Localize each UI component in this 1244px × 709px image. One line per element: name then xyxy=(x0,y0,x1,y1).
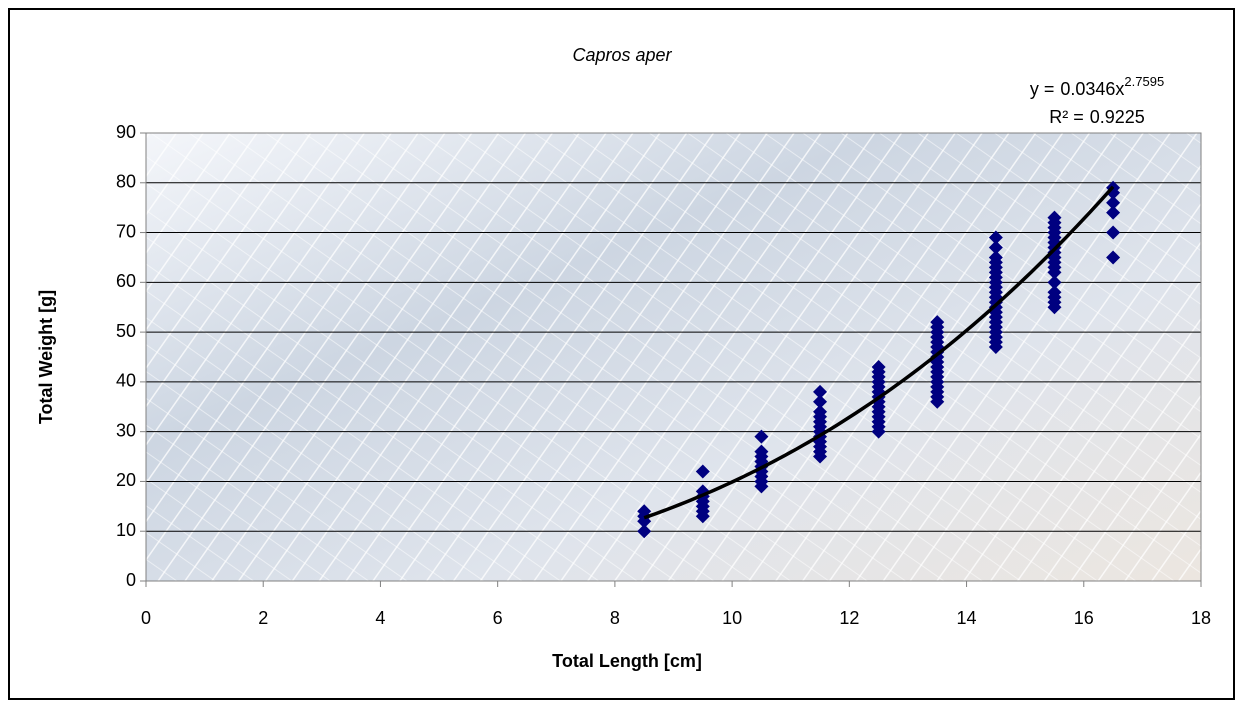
scatter-point xyxy=(1106,205,1121,220)
chart-title: Capros aper xyxy=(572,45,672,65)
scatter-point xyxy=(1106,250,1121,265)
equation-coefficient: 0.0346 xyxy=(1060,79,1115,99)
scatter-point xyxy=(1106,225,1121,240)
plot-background xyxy=(146,133,1201,581)
r2-value: 0.9225 xyxy=(1090,107,1145,127)
scatter-point xyxy=(813,394,828,409)
y-axis-label: Total Weight [g] xyxy=(36,290,56,424)
x-tick-label: 8 xyxy=(610,608,620,628)
x-axis-label: Total Length [cm] xyxy=(552,651,702,671)
scatter-point xyxy=(1047,285,1062,300)
r-squared: R² = 0.9225 xyxy=(1049,107,1145,127)
equation-exponent: 2.7595 xyxy=(1124,74,1164,89)
trendline-equation: y = 0.0346x2.7595 xyxy=(1030,74,1164,98)
scatter-point xyxy=(988,240,1003,255)
y-tick-label: 0 xyxy=(126,570,136,590)
plot-area-border xyxy=(145,132,1202,582)
scatter-point xyxy=(930,315,945,330)
scatter-point xyxy=(1047,275,1062,290)
y-tick-label: 60 xyxy=(116,271,136,291)
y-tick-label: 70 xyxy=(116,221,136,241)
y-tick-label: 90 xyxy=(116,122,136,142)
y-tick-label: 10 xyxy=(116,520,136,540)
x-tick-label: 0 xyxy=(141,608,151,628)
x-tick-label: 2 xyxy=(258,608,268,628)
y-tick-label: 40 xyxy=(116,371,136,391)
x-tick-label: 12 xyxy=(839,608,859,628)
scatter-point xyxy=(637,524,652,539)
scatter-point xyxy=(1047,210,1062,225)
x-tick-label: 14 xyxy=(957,608,977,628)
trendline xyxy=(643,185,1115,520)
x-tick-label: 4 xyxy=(375,608,385,628)
equation-variable: x xyxy=(1115,79,1124,99)
equation-prefix: y = xyxy=(1030,79,1055,99)
scatter-point xyxy=(871,359,886,374)
y-tick-label: 20 xyxy=(116,470,136,490)
r2-prefix: R² = xyxy=(1049,107,1084,127)
scatter-point xyxy=(988,250,1003,265)
scatter-point xyxy=(1106,195,1121,210)
scatter-point xyxy=(813,384,828,399)
x-tick-label: 16 xyxy=(1074,608,1094,628)
scatter-point xyxy=(988,230,1003,245)
y-tick-label: 80 xyxy=(116,172,136,192)
y-tick-label: 50 xyxy=(116,321,136,341)
x-tick-label: 10 xyxy=(722,608,742,628)
scatter-point xyxy=(695,464,710,479)
scatter-point xyxy=(813,404,828,419)
x-tick-label: 6 xyxy=(493,608,503,628)
x-tick-label: 18 xyxy=(1191,608,1211,628)
y-tick-label: 30 xyxy=(116,420,136,440)
scatter-point xyxy=(754,444,769,459)
scatter-point xyxy=(754,429,769,444)
